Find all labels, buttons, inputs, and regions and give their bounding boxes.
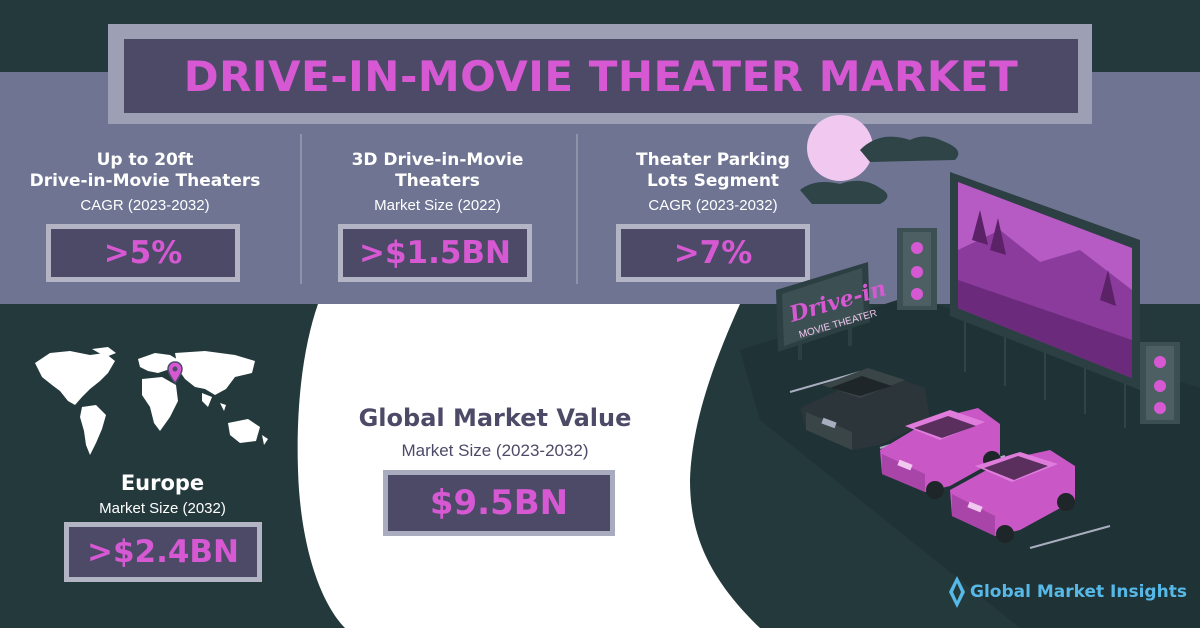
stat-value: >5%	[103, 235, 183, 271]
stat-value: >7%	[673, 235, 753, 271]
stat-value-box: >$1.5BN	[338, 224, 532, 282]
europe-title: Europe	[120, 471, 205, 495]
pink-car-icon	[950, 450, 1075, 543]
europe-value: >$2.4BN	[86, 534, 240, 570]
billboard-sign: Drive-in MOVIE THEATER	[776, 262, 889, 360]
stat-value-box: >5%	[46, 224, 240, 282]
speaker-icon	[897, 228, 937, 310]
stat-metric: CAGR (2023-2032)	[648, 197, 778, 214]
cloud-icon	[800, 180, 888, 204]
stat-value-box: >7%	[616, 224, 810, 282]
location-pin-icon	[167, 361, 183, 385]
cloud-icon	[860, 136, 959, 162]
europe-value-box: >$2.4BN	[64, 522, 262, 582]
stat-heading-line2: Theaters	[395, 171, 480, 191]
gmi-diamond-logo-icon	[949, 576, 965, 608]
world-map-icon	[35, 347, 268, 455]
stat-up-to-20ft: Up to 20ft Drive-in-Movie Theaters CAGR …	[5, 150, 285, 214]
global-value-title: Global Market Value	[358, 404, 632, 432]
stat-heading-line2: Lots Segment	[646, 171, 780, 191]
stat-divider	[576, 134, 578, 284]
stat-heading-line2: Drive-in-Movie Theaters	[29, 171, 261, 191]
page-title: DRIVE-IN-MOVIE THEATER MARKET	[183, 51, 1019, 101]
moon-icon	[807, 115, 873, 181]
brand-logo[interactable]: Global Market Insights	[948, 575, 1187, 609]
stat-3d-theaters: 3D Drive-in-Movie Theaters Market Size (…	[305, 150, 570, 214]
speaker-icon	[1140, 342, 1180, 424]
stat-value: >$1.5BN	[358, 235, 512, 271]
europe-metric: Market Size (2032)	[99, 500, 226, 517]
stat-parking-lots: Theater Parking Lots Segment CAGR (2023-…	[588, 150, 838, 214]
stat-metric: Market Size (2022)	[374, 197, 501, 214]
dark-car-icon	[800, 368, 930, 450]
global-value-box: $9.5BN	[383, 470, 615, 536]
stat-heading-line1: Theater Parking	[636, 150, 790, 170]
title-panel: DRIVE-IN-MOVIE THEATER MARKET	[124, 39, 1078, 113]
pink-car-icon	[880, 408, 1001, 499]
stat-heading-line1: 3D Drive-in-Movie	[351, 150, 524, 170]
stat-heading-line1: Up to 20ft	[96, 150, 194, 170]
stat-divider	[300, 134, 302, 284]
global-value: $9.5BN	[429, 483, 569, 523]
stat-metric: CAGR (2023-2032)	[80, 197, 210, 214]
brand-name: Global Market Insights	[970, 582, 1187, 602]
global-value-metric: Market Size (2023-2032)	[401, 441, 589, 460]
